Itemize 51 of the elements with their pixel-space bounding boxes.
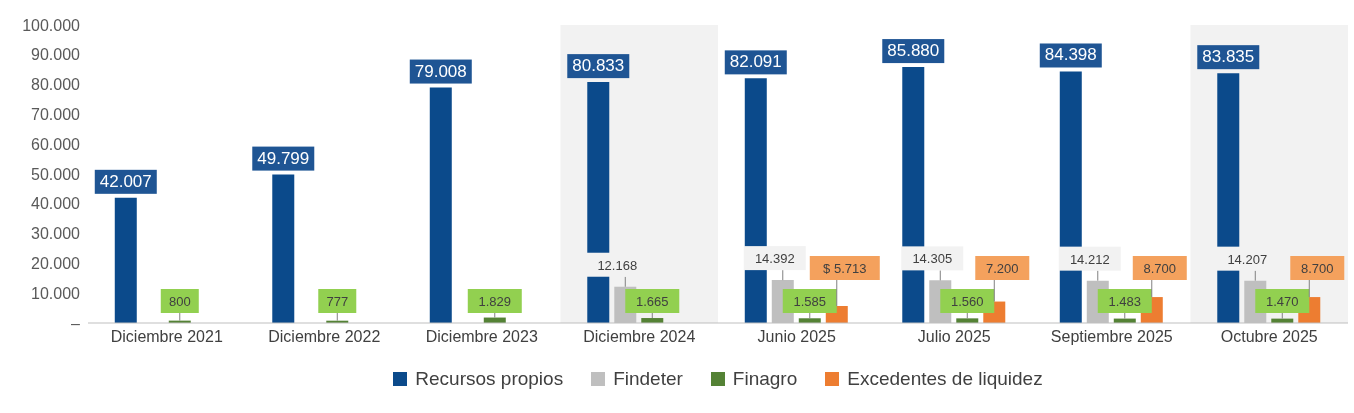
bar xyxy=(114,197,137,323)
data-label: 1.665 xyxy=(636,294,669,309)
legend-label: Finagro xyxy=(731,368,798,390)
data-label: 1.483 xyxy=(1108,294,1142,309)
y-tick-label: – xyxy=(71,314,81,332)
data-label: 14.392 xyxy=(754,251,795,267)
data-label: 8.700 xyxy=(1301,261,1334,276)
y-tick-label: 100.000 xyxy=(22,16,81,34)
legend-label: Excedentes de liquidez xyxy=(846,368,1043,390)
data-label: $ 5.713 xyxy=(823,261,867,276)
y-tick-label: 90.000 xyxy=(31,46,81,64)
legend-label: Recursos propios xyxy=(414,368,564,390)
data-label: 8.700 xyxy=(1143,261,1177,276)
data-label: 14.207 xyxy=(1227,251,1268,267)
data-label: 49.799 xyxy=(257,148,310,168)
data-label: 83.835 xyxy=(1202,47,1255,67)
bar xyxy=(272,174,295,323)
data-label: 1.585 xyxy=(793,294,827,309)
x-tick-label: Diciembre 2021 xyxy=(110,328,223,346)
data-label: 1.560 xyxy=(951,294,984,309)
data-label: 84.398 xyxy=(1044,45,1097,65)
y-tick-label: 60.000 xyxy=(31,135,81,153)
data-label: 800 xyxy=(168,294,191,309)
y-tick-label: 40.000 xyxy=(31,195,81,213)
bar xyxy=(429,87,452,323)
y-tick-label: 70.000 xyxy=(31,106,81,124)
data-label: 42.007 xyxy=(99,171,152,191)
data-label: 1.470 xyxy=(1266,294,1299,309)
data-label: 79.008 xyxy=(414,61,467,81)
legend-label: Findeter xyxy=(612,368,683,390)
y-tick-label: 80.000 xyxy=(31,76,81,94)
x-tick-label: Diciembre 2023 xyxy=(425,328,538,346)
y-tick-label: 20.000 xyxy=(31,255,81,273)
data-label: 12.168 xyxy=(597,257,638,273)
x-tick-label: Octubre 2025 xyxy=(1220,328,1318,346)
y-tick-label: 50.000 xyxy=(31,165,81,183)
data-label: 14.305 xyxy=(912,251,953,267)
x-tick-label: Septiembre 2025 xyxy=(1050,328,1173,346)
x-tick-label: Julio 2025 xyxy=(917,328,991,346)
data-label: 7.200 xyxy=(986,261,1019,276)
data-label: 1.829 xyxy=(478,294,512,309)
y-tick-label: 30.000 xyxy=(31,225,81,243)
x-tick-label: Diciembre 2022 xyxy=(268,328,381,346)
data-label: 14.212 xyxy=(1069,251,1110,267)
x-tick-label: Junio 2025 xyxy=(757,328,836,346)
x-tick-label: Diciembre 2024 xyxy=(583,328,696,346)
data-label: 85.880 xyxy=(887,41,940,61)
data-label: 777 xyxy=(326,294,349,309)
y-tick-label: 10.000 xyxy=(31,284,81,302)
data-label: 82.091 xyxy=(729,52,782,72)
data-label: 80.833 xyxy=(572,56,625,76)
